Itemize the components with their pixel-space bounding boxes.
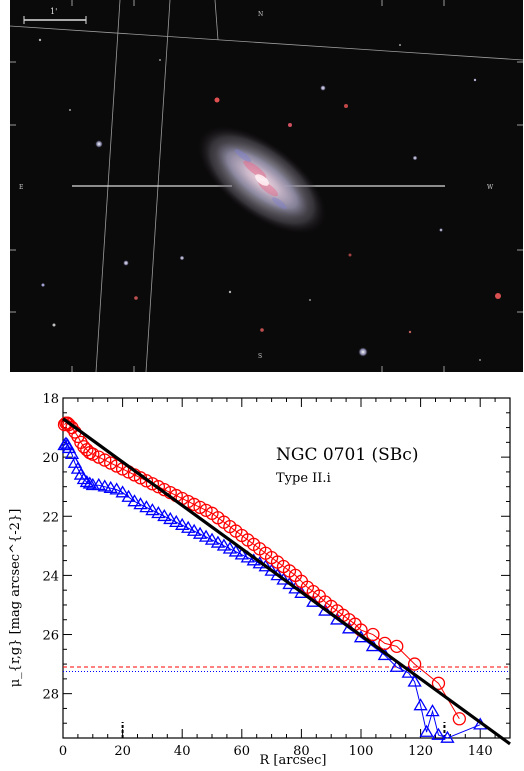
- r-data-point: [92, 450, 106, 464]
- g-data-point: [64, 446, 80, 460]
- r-data-point: [98, 453, 112, 467]
- y-tick-label: 20: [42, 451, 59, 466]
- g-data-point: [425, 704, 440, 717]
- series-fit: [62, 417, 511, 746]
- break-markers: [121, 722, 446, 738]
- compass-west-label: W: [487, 184, 494, 191]
- r-data-point: [109, 459, 124, 473]
- x-tick-labels: 0 20 40 60 80 100 120 140: [59, 744, 493, 759]
- g-data-point: [76, 472, 91, 485]
- x-tick-label: 20: [114, 744, 131, 759]
- x-tick-label: 100: [349, 744, 374, 759]
- g-data-point: [169, 514, 184, 528]
- x-tick-label: 120: [408, 744, 433, 759]
- g-profile-line: [64, 443, 481, 739]
- r-data-point: [145, 477, 160, 491]
- r-data-point: [199, 503, 213, 517]
- sky-limit-lines: [63, 666, 510, 672]
- g-data-point: [228, 544, 243, 557]
- g-data-point: [210, 535, 226, 548]
- g-data-point: [139, 500, 154, 513]
- g-data-point: [91, 477, 106, 491]
- compass-north-label: N: [258, 11, 263, 18]
- series-r-band: [57, 416, 466, 726]
- g-data-point: [198, 529, 214, 542]
- chart-subtitle: Type II.i: [276, 471, 331, 486]
- compass-south-label: S: [258, 353, 262, 360]
- fit-line: [62, 417, 511, 746]
- g-data-point: [133, 497, 148, 510]
- chart-title: NGC 0701 (SBc): [276, 445, 418, 465]
- y-tick-label: 22: [42, 510, 59, 525]
- g-data-point: [389, 659, 404, 672]
- g-data-point: [151, 506, 166, 519]
- series-g-band: [57, 436, 488, 743]
- r-data-point: [104, 456, 118, 470]
- y-axis-label: μ_{r,g} [mag arcsec^{-2}]: [8, 509, 23, 688]
- g-data-point: [115, 485, 130, 498]
- r-data-point: [139, 474, 154, 488]
- x-axis-label: R [arcsec]: [260, 753, 327, 768]
- y-tick-labels: 18 20 22 24 26 28: [42, 392, 59, 703]
- g-data-point: [82, 476, 97, 489]
- g-data-point: [157, 508, 172, 522]
- field-stars: [38, 38, 501, 361]
- g-data-point: [407, 674, 422, 687]
- x-tick-label: 40: [174, 744, 191, 759]
- g-data-point: [222, 541, 238, 554]
- y-tick-label: 24: [42, 569, 59, 584]
- r-data-point: [151, 480, 166, 494]
- r-data-point: [390, 639, 404, 653]
- compass-east-label: E: [19, 184, 23, 191]
- g-data-point: [121, 489, 136, 502]
- g-data-point: [186, 523, 202, 536]
- galaxy: [197, 125, 327, 235]
- g-data-point: [97, 479, 112, 492]
- x-tick-label: 140: [468, 744, 493, 759]
- g-data-point: [419, 724, 434, 737]
- r-data-point: [431, 676, 446, 690]
- surface-brightness-chart: 0 20 40 60 80 100 120 140 18 20 22 24 26 28 NGC 0701…: [8, 392, 511, 768]
- r-data-point: [60, 416, 75, 430]
- g-data-point: [145, 503, 160, 516]
- g-data-point: [282, 576, 297, 590]
- r-data-point: [86, 447, 100, 461]
- g-data-point: [163, 511, 178, 525]
- g-data-point: [127, 494, 142, 507]
- r-data-point: [407, 657, 422, 671]
- r-data-point: [366, 627, 380, 642]
- x-tick-label: 0: [59, 744, 67, 759]
- galaxy-image: 1' N E W S: [10, 0, 523, 372]
- r-profile-line: [64, 422, 460, 720]
- g-data-point: [109, 482, 124, 495]
- g-data-point: [181, 520, 196, 533]
- r-data-point: [181, 494, 195, 509]
- axis-ticks: [62, 397, 511, 739]
- g-data-point: [431, 727, 446, 740]
- x-tick-label: 60: [234, 744, 251, 759]
- frame-ticks: [10, 0, 523, 372]
- g-data-point: [79, 474, 94, 488]
- scale-bar-label: 1': [50, 7, 57, 16]
- g-data-point: [216, 538, 232, 551]
- x-tick-label: 80: [293, 744, 310, 759]
- y-tick-label: 26: [42, 629, 59, 644]
- g-data-point: [234, 547, 249, 560]
- g-data-point: [175, 517, 190, 530]
- r-data-point: [193, 500, 207, 515]
- g-data-point: [103, 480, 118, 494]
- g-data-point: [204, 532, 220, 545]
- r-data-point: [187, 497, 201, 512]
- r-data-point: [452, 712, 466, 726]
- g-data-point: [192, 526, 208, 539]
- g-data-point: [288, 581, 303, 594]
- g-data-point: [440, 730, 455, 743]
- y-tick-label: 28: [42, 688, 59, 703]
- y-tick-label: 18: [42, 392, 59, 407]
- g-data-point: [413, 698, 428, 711]
